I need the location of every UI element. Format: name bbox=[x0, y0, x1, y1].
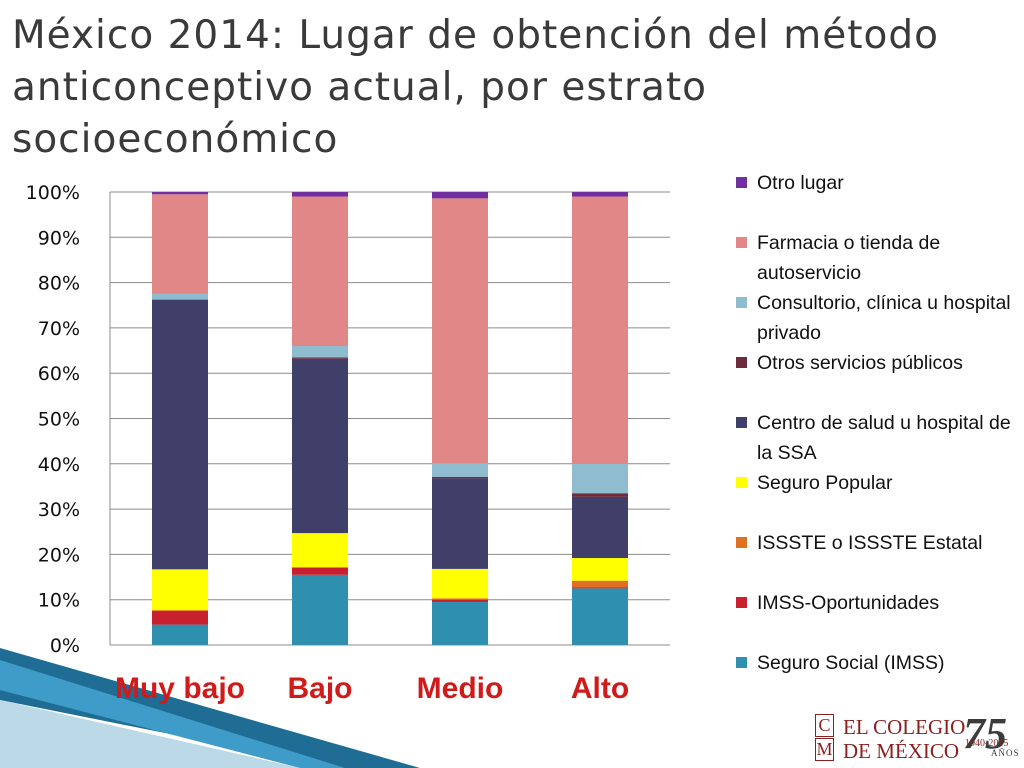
legend-label: Seguro Social (IMSS) bbox=[757, 652, 945, 674]
stacked-bar-chart: 0% 10% 20% 30% 40% 50% 60% 70% 80% 90% 100% Muy ba… bbox=[26, 182, 670, 705]
bar-segment-2-1 bbox=[432, 599, 488, 602]
legend-item: Otros servicios públicos bbox=[736, 348, 1021, 378]
logo-line2: DE MÉXICO bbox=[843, 739, 960, 763]
legend-swatch bbox=[736, 237, 747, 248]
logo-anos: AÑOS bbox=[991, 748, 1020, 758]
legend-item: Farmacia o tienda de autoservicio bbox=[736, 228, 1021, 288]
y-tick-label: 0% bbox=[50, 635, 80, 657]
legend-label: Seguro Popular bbox=[757, 472, 893, 494]
bar-segment-0-4 bbox=[152, 299, 208, 570]
bar-segment-1-5 bbox=[292, 357, 348, 359]
bar-segment-3-5 bbox=[572, 493, 628, 497]
bar-segment-1-0 bbox=[292, 574, 348, 645]
y-tick-label: 30% bbox=[38, 499, 80, 521]
slide-title: México 2014: Lugar de obtención del méto… bbox=[12, 13, 939, 162]
category-label: Medio bbox=[417, 672, 504, 705]
bar-segment-2-4 bbox=[432, 478, 488, 569]
bar-segment-2-6 bbox=[432, 463, 488, 477]
legend-item: Consultorio, clínica u hospital privado bbox=[736, 288, 1021, 348]
legend-swatch bbox=[736, 657, 747, 668]
legend-item: Seguro Social (IMSS) bbox=[736, 648, 1021, 678]
legend-item: Centro de salud u hospital de la SSA bbox=[736, 408, 1021, 468]
bar-segment-1-1 bbox=[292, 567, 348, 575]
logo-years: 1940-2015 bbox=[965, 738, 1009, 749]
bar-segment-3-8 bbox=[572, 192, 628, 197]
y-tick-label: 80% bbox=[38, 273, 80, 295]
legend-item: ISSSTE o ISSSTE Estatal bbox=[736, 528, 1021, 558]
legend-label: Consultorio, clínica u hospital privado bbox=[757, 292, 1011, 344]
legend-label: ISSSTE o ISSSTE Estatal bbox=[757, 532, 983, 554]
y-tick-label: 100% bbox=[26, 182, 80, 204]
bar-segment-3-3 bbox=[572, 558, 628, 581]
legend-swatch bbox=[736, 417, 747, 428]
y-tick-label: 40% bbox=[38, 454, 80, 476]
legend-label: IMSS-Oportunidades bbox=[757, 592, 940, 614]
bar-segment-1-8 bbox=[292, 192, 348, 197]
corner-stripe-pale bbox=[0, 700, 300, 768]
bar-segment-1-3 bbox=[292, 533, 348, 568]
bar-segment-1-4 bbox=[292, 358, 348, 534]
bar-segment-3-6 bbox=[572, 463, 628, 494]
y-tick-label: 50% bbox=[38, 409, 80, 431]
bar-segment-1-6 bbox=[292, 346, 348, 358]
y-tick-label: 90% bbox=[38, 227, 80, 249]
legend-item: IMSS-Oportunidades bbox=[736, 588, 1021, 618]
bar-segment-2-0 bbox=[432, 601, 488, 645]
category-label: Muy bajo bbox=[115, 672, 245, 705]
legend-swatch bbox=[736, 537, 747, 548]
legend-swatch bbox=[736, 357, 747, 368]
bar-segment-0-6 bbox=[152, 293, 208, 300]
y-tick-label: 70% bbox=[38, 318, 80, 340]
y-tick-label: 20% bbox=[38, 544, 80, 566]
bar-segment-0-8 bbox=[152, 192, 208, 195]
bar-segment-3-2 bbox=[572, 580, 628, 588]
category-label: Alto bbox=[571, 672, 629, 705]
y-tick-label: 10% bbox=[38, 590, 80, 612]
legend-item: Otro lugar bbox=[736, 168, 1021, 198]
x-axis-categories: Muy bajo Bajo Medio Alto bbox=[115, 672, 629, 705]
legend-swatch bbox=[736, 177, 747, 188]
bar-segment-2-3 bbox=[432, 568, 488, 599]
bar-segment-0-3 bbox=[152, 569, 208, 611]
bar-segment-3-7 bbox=[572, 196, 628, 464]
bar-segment-1-7 bbox=[292, 196, 348, 347]
corner-stripe-dark bbox=[0, 648, 420, 768]
bar-segment-0-1 bbox=[152, 611, 208, 625]
bar-segment-3-1 bbox=[572, 587, 628, 589]
logo-box-m: M bbox=[815, 738, 834, 761]
bar-segment-3-4 bbox=[572, 496, 628, 559]
bar-segment-1-2 bbox=[292, 567, 348, 568]
category-label: Bajo bbox=[287, 672, 352, 705]
legend-swatch bbox=[736, 297, 747, 308]
bar-segment-2-5 bbox=[432, 476, 488, 479]
bar-segment-0-7 bbox=[152, 194, 208, 294]
bar-segment-2-8 bbox=[432, 192, 488, 199]
logo-anniversary: 75 bbox=[963, 709, 1007, 758]
bars-group bbox=[152, 192, 628, 645]
legend-label: Otro lugar bbox=[757, 172, 844, 194]
el-colegio-de-mexico-logo: C M EL COLEGIO DE MÉXICO 75 1940-2015 AÑ… bbox=[815, 709, 1020, 764]
bar-segment-2-7 bbox=[432, 198, 488, 464]
bar-segment-0-0 bbox=[152, 624, 208, 645]
y-tick-label: 60% bbox=[38, 363, 80, 385]
legend-item: Seguro Popular bbox=[736, 468, 1021, 498]
logo-box-c: C bbox=[815, 714, 834, 737]
legend-label: Farmacia o tienda de autoservicio bbox=[757, 232, 941, 284]
bar-segment-0-2 bbox=[152, 610, 208, 612]
y-axis-ticks: 0% 10% 20% 30% 40% 50% 60% 70% 80% 90% 100% bbox=[26, 182, 80, 657]
legend-label: Centro de salud u hospital de la SSA bbox=[757, 412, 1011, 464]
corner-stripe-light bbox=[0, 660, 345, 768]
logo-line1: EL COLEGIO bbox=[843, 715, 966, 739]
bar-segment-2-2 bbox=[432, 598, 488, 600]
bar-segment-3-0 bbox=[572, 588, 628, 645]
legend-swatch bbox=[736, 597, 747, 608]
legend-label: Otros servicios públicos bbox=[757, 352, 963, 374]
legend-swatch bbox=[736, 477, 747, 488]
